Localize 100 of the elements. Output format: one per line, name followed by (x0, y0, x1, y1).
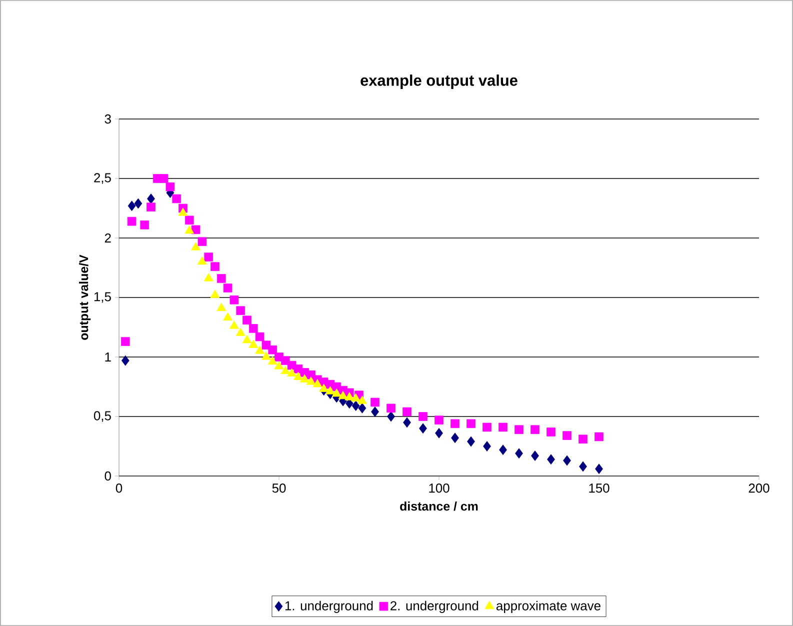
point (403, 417, 411, 428)
x-tick-label: 100 (429, 484, 450, 493)
point (274, 361, 284, 370)
point (236, 328, 246, 336)
point (344, 392, 354, 400)
point (594, 432, 604, 442)
point (387, 411, 395, 422)
point (217, 274, 226, 283)
point (178, 208, 188, 216)
y-axis-title: output value/V (79, 254, 91, 340)
point (418, 412, 428, 421)
point (386, 404, 396, 413)
point (483, 441, 491, 452)
point (358, 396, 367, 404)
point (595, 464, 603, 474)
point (166, 182, 175, 192)
point (434, 416, 444, 424)
point (140, 220, 149, 230)
point (300, 374, 310, 382)
point (402, 407, 412, 416)
point (121, 355, 130, 366)
point (358, 402, 366, 414)
point (185, 216, 194, 225)
point (198, 256, 207, 265)
point (172, 194, 181, 204)
point (306, 376, 316, 385)
point (230, 320, 239, 329)
point (236, 306, 245, 315)
point (121, 337, 130, 346)
y-tick-label: 2,5 (94, 173, 111, 184)
point (578, 434, 588, 444)
point (127, 216, 136, 226)
point (210, 262, 220, 271)
point (128, 200, 136, 212)
legend-label: 1. underground (285, 600, 373, 613)
point (499, 444, 507, 456)
legend-label: 2. underground (390, 600, 478, 613)
point (210, 290, 220, 298)
point (159, 174, 168, 183)
point (191, 242, 201, 250)
point (435, 428, 443, 438)
point (294, 372, 303, 380)
point (223, 312, 233, 321)
point (332, 388, 342, 397)
x-tick-label: 0 (116, 484, 122, 493)
point (370, 398, 380, 407)
point (268, 345, 277, 354)
point (230, 295, 239, 304)
point (134, 198, 142, 209)
point (467, 436, 475, 447)
x-tick-label: 150 (589, 484, 610, 493)
x-tick-label: 50 (272, 484, 286, 493)
point (242, 316, 252, 325)
point (326, 386, 335, 394)
point (482, 422, 492, 432)
point (319, 384, 329, 392)
point (579, 461, 587, 472)
point (338, 390, 348, 400)
point (223, 284, 232, 292)
y-tick-label: 2 (104, 233, 111, 243)
point (351, 393, 361, 402)
point (371, 406, 379, 417)
y-tick-label: 1 (105, 352, 111, 362)
point (262, 352, 271, 360)
point (280, 366, 290, 374)
y-tick-label: 1,5 (94, 292, 111, 303)
point (216, 302, 226, 312)
point (450, 419, 460, 428)
point (563, 455, 571, 466)
point (255, 332, 264, 342)
point (312, 378, 322, 388)
point (514, 425, 524, 434)
point (531, 450, 539, 461)
point (184, 225, 194, 234)
point (451, 432, 459, 444)
x-axis-title: distance / cm (400, 502, 478, 511)
point (204, 252, 213, 262)
point (204, 273, 214, 282)
point (352, 400, 360, 411)
point (287, 368, 297, 376)
point (198, 237, 207, 246)
point (248, 340, 258, 348)
point (515, 448, 523, 459)
point (249, 324, 258, 333)
point (255, 346, 265, 354)
y-tick-label: 3 (104, 114, 111, 124)
y-tick-label: 0 (104, 471, 111, 481)
point (466, 419, 476, 428)
legend-label: approximate wave (496, 600, 600, 613)
point (146, 202, 156, 212)
point (530, 425, 540, 434)
x-tick-label: 200 (748, 484, 770, 493)
y-tick-label: 0,5 (94, 411, 111, 422)
point (546, 428, 556, 436)
point (242, 334, 252, 344)
point (547, 454, 555, 465)
point (147, 194, 155, 204)
point (419, 423, 427, 434)
point (498, 422, 508, 432)
point (268, 356, 278, 365)
